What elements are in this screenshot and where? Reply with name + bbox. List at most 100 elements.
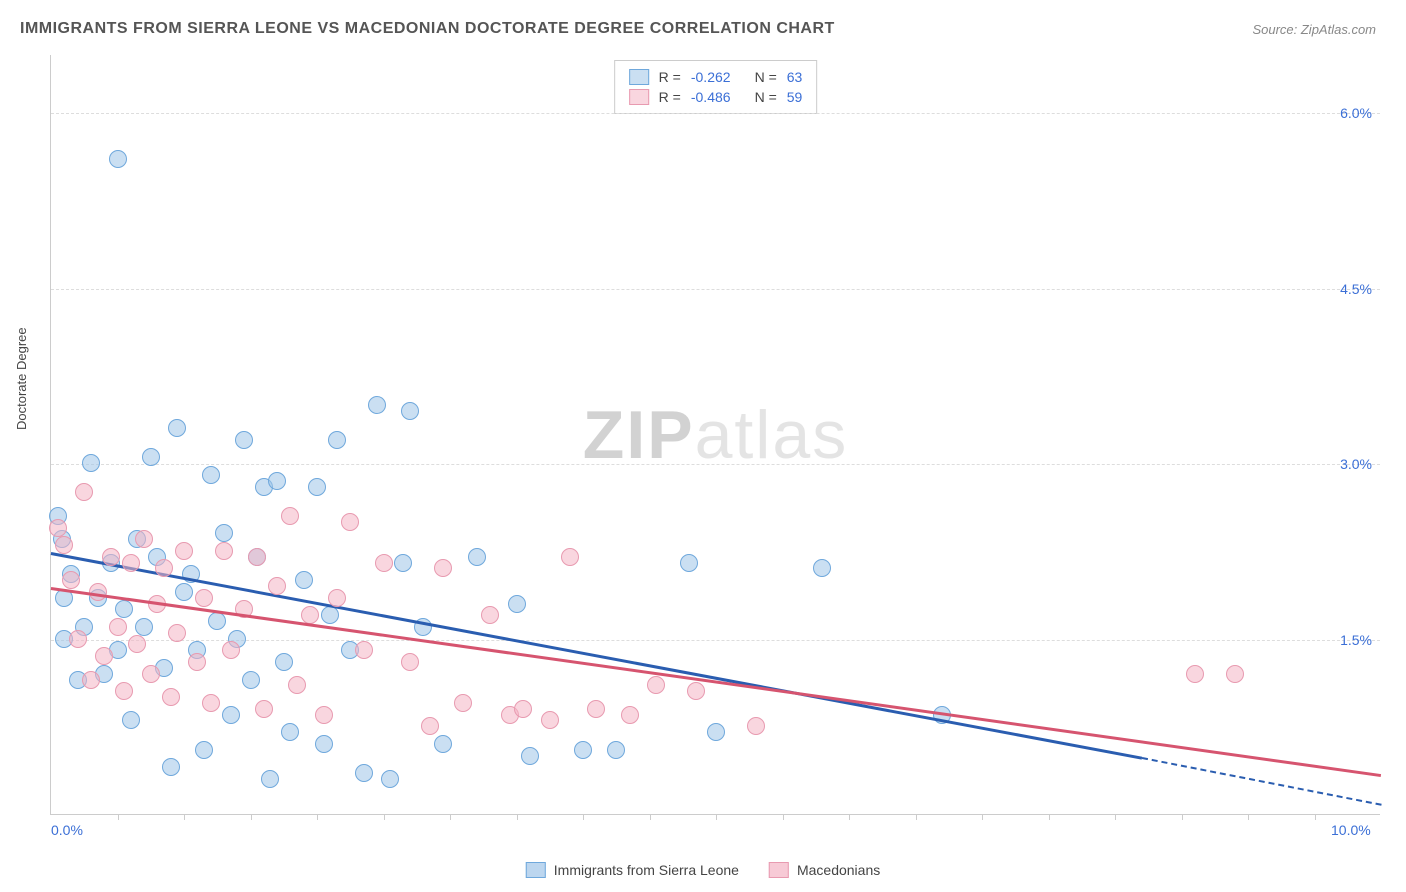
data-point — [301, 606, 319, 624]
data-point — [454, 694, 472, 712]
gridline — [51, 640, 1380, 641]
data-point — [255, 700, 273, 718]
data-point — [195, 741, 213, 759]
data-point — [142, 448, 160, 466]
data-point — [315, 706, 333, 724]
data-point — [375, 554, 393, 572]
data-point — [202, 694, 220, 712]
series-legend: Immigrants from Sierra Leone Macedonians — [526, 862, 880, 878]
plot-area: ZIPatlas R = -0.262 N = 63 R = -0.486 N = 59 1.… — [50, 55, 1380, 815]
data-point — [295, 571, 313, 589]
data-point — [175, 583, 193, 601]
x-tick-mark — [1182, 814, 1183, 820]
data-point — [541, 711, 559, 729]
data-point — [215, 524, 233, 542]
correlation-legend: R = -0.262 N = 63 R = -0.486 N = 59 — [614, 60, 818, 114]
data-point — [135, 530, 153, 548]
x-tick-mark — [384, 814, 385, 820]
data-point — [341, 513, 359, 531]
x-tick-mark — [783, 814, 784, 820]
y-axis-label: Doctorate Degree — [14, 327, 29, 430]
data-point — [128, 635, 146, 653]
legend-r-label: R = — [659, 69, 681, 85]
data-point — [115, 600, 133, 618]
legend-r-value: -0.486 — [691, 89, 731, 105]
data-point — [561, 548, 579, 566]
data-point — [288, 676, 306, 694]
watermark: ZIPatlas — [583, 396, 848, 474]
data-point — [508, 595, 526, 613]
y-tick-label: 4.5% — [1340, 281, 1372, 297]
data-point — [155, 559, 173, 577]
data-point — [1226, 665, 1244, 683]
data-point — [434, 735, 452, 753]
data-point — [55, 536, 73, 554]
data-point — [168, 419, 186, 437]
data-point — [747, 717, 765, 735]
x-tick-mark — [1115, 814, 1116, 820]
y-tick-label: 1.5% — [1340, 632, 1372, 648]
x-tick-mark — [650, 814, 651, 820]
x-tick-label: 0.0% — [51, 822, 83, 838]
data-point — [268, 472, 286, 490]
data-point — [574, 741, 592, 759]
data-point — [328, 431, 346, 449]
trend-line — [51, 552, 1142, 759]
watermark-bold: ZIP — [583, 397, 695, 473]
data-point — [62, 571, 80, 589]
watermark-rest: atlas — [695, 397, 849, 473]
x-tick-mark — [583, 814, 584, 820]
data-point — [381, 770, 399, 788]
x-tick-mark — [849, 814, 850, 820]
data-point — [115, 682, 133, 700]
data-point — [1186, 665, 1204, 683]
legend-swatch — [769, 862, 789, 878]
data-point — [421, 717, 439, 735]
x-tick-label: 10.0% — [1331, 822, 1371, 838]
legend-label: Immigrants from Sierra Leone — [554, 862, 739, 878]
data-point — [188, 653, 206, 671]
legend-r-label: R = — [659, 89, 681, 105]
legend-swatch — [629, 89, 649, 105]
x-tick-mark — [184, 814, 185, 820]
data-point — [621, 706, 639, 724]
legend-r-value: -0.262 — [691, 69, 731, 85]
x-tick-mark — [716, 814, 717, 820]
data-point — [162, 688, 180, 706]
data-point — [248, 548, 266, 566]
data-point — [434, 559, 452, 577]
legend-n-label: N = — [755, 69, 777, 85]
x-tick-mark — [916, 814, 917, 820]
data-point — [202, 466, 220, 484]
data-point — [222, 706, 240, 724]
data-point — [122, 711, 140, 729]
legend-n-value: 59 — [787, 89, 803, 105]
x-tick-mark — [517, 814, 518, 820]
data-point — [242, 671, 260, 689]
data-point — [75, 483, 93, 501]
x-tick-mark — [1049, 814, 1050, 820]
data-point — [514, 700, 532, 718]
data-point — [281, 723, 299, 741]
data-point — [308, 478, 326, 496]
data-point — [142, 665, 160, 683]
legend-label: Macedonians — [797, 862, 880, 878]
legend-item: Immigrants from Sierra Leone — [526, 862, 739, 878]
data-point — [328, 589, 346, 607]
legend-n-value: 63 — [787, 69, 803, 85]
data-point — [109, 618, 127, 636]
data-point — [315, 735, 333, 753]
data-point — [813, 559, 831, 577]
data-point — [680, 554, 698, 572]
data-point — [95, 647, 113, 665]
data-point — [168, 624, 186, 642]
x-tick-mark — [1315, 814, 1316, 820]
data-point — [401, 402, 419, 420]
legend-row: R = -0.486 N = 59 — [629, 87, 803, 107]
data-point — [468, 548, 486, 566]
data-point — [162, 758, 180, 776]
data-point — [687, 682, 705, 700]
legend-n-label: N = — [755, 89, 777, 105]
source-label: Source: ZipAtlas.com — [1252, 22, 1376, 37]
data-point — [175, 542, 193, 560]
